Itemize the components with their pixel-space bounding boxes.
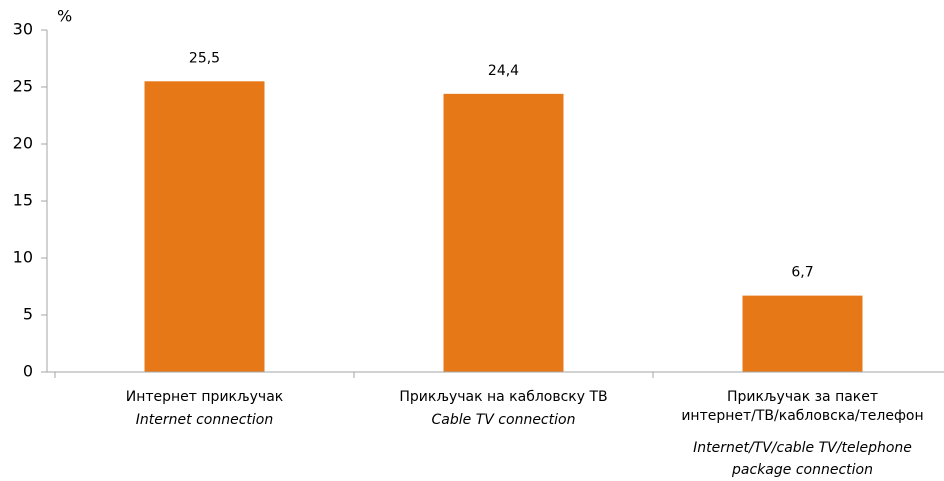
value-label: 24,4	[488, 63, 519, 79]
x-tick-label: Интернет прикључак	[126, 389, 283, 405]
y-tick-label: 25	[13, 77, 33, 96]
y-tick-label: 30	[13, 20, 33, 39]
bar	[144, 81, 265, 373]
y-unit: %	[57, 7, 72, 26]
value-label: 25,5	[189, 50, 220, 66]
y-tick-label: 0	[23, 362, 33, 381]
x-tick-label-en: package connection	[731, 462, 873, 478]
y-tick-label: 15	[13, 191, 33, 210]
x-tick-label-en: Cable TV connection	[432, 412, 576, 428]
y-tick-label: 20	[13, 134, 33, 153]
bar	[443, 93, 564, 372]
y-tick-label: 10	[13, 248, 33, 267]
y-tick-label: 5	[23, 305, 33, 324]
x-tick-label: интернет/ТВ/кабловска/телефон	[681, 408, 923, 424]
x-tick-label-en: Internet/TV/cable TV/telephone	[693, 440, 912, 456]
value-label: 6,7	[791, 265, 813, 281]
bar	[742, 295, 863, 372]
x-tick-label: Прикључак за пакет	[727, 389, 878, 405]
x-tick-label: Прикључак на кабловску ТВ	[399, 389, 607, 405]
x-tick-label-en: Internet connection	[136, 412, 273, 428]
